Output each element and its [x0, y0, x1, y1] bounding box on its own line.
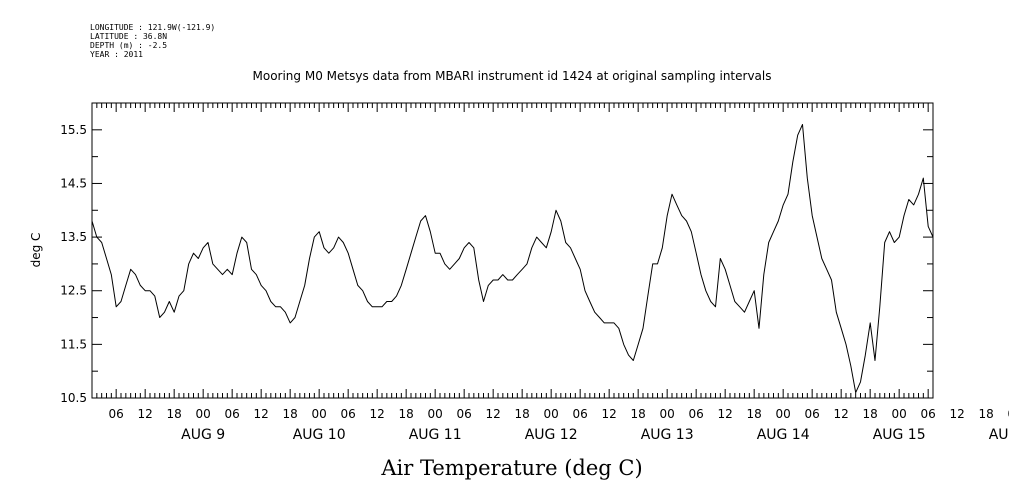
x-tick-label: 18	[631, 407, 646, 421]
x-day-label: AUG 14	[757, 427, 810, 443]
y-tick-label: 11.5	[60, 337, 87, 351]
x-day-label: AUG 11	[409, 427, 462, 443]
x-tick-label: 06	[805, 407, 820, 421]
x-day-label: AUG 15	[873, 427, 926, 443]
y-tick-label: 13.5	[60, 230, 87, 244]
x-tick-label: 00	[776, 407, 791, 421]
x-tick-label: 00	[1008, 407, 1009, 421]
x-tick-label: 06	[573, 407, 588, 421]
x-tick-label: 06	[109, 407, 124, 421]
x-tick-label: 00	[892, 407, 907, 421]
x-tick-label: 00	[544, 407, 559, 421]
y-axis: 10.5 11.5 12.5 13.5 14.5 15.5	[60, 102, 933, 405]
x-tick-label: 00	[428, 407, 443, 421]
x-tick-label: 12	[486, 407, 501, 421]
x-tick-label: 00	[660, 407, 675, 421]
x-tick-label: 18	[283, 407, 298, 421]
chart-title: Mooring M0 Metsys data from MBARI instru…	[253, 69, 772, 83]
x-day-label: AUG 10	[293, 427, 346, 443]
x-tick-label: 06	[341, 407, 356, 421]
x-tick-label: 00	[312, 407, 327, 421]
x-tick-label: 06	[457, 407, 472, 421]
y-axis-label: deg C	[29, 233, 43, 268]
x-tick-label: 18	[747, 407, 762, 421]
x-tick-label: 12	[950, 407, 965, 421]
plot-area	[91, 124, 934, 394]
series-line-air-temperature	[91, 124, 934, 394]
x-day-label: AUG 13	[641, 427, 694, 443]
x-tick-label: 06	[225, 407, 240, 421]
y-tick-label: 12.5	[60, 284, 87, 298]
x-tick-label: 06	[921, 407, 936, 421]
x-tick-label: 12	[370, 407, 385, 421]
latitude-label: LATITUDE : 36.8N	[90, 32, 167, 41]
x-tick-label: 12	[602, 407, 617, 421]
longitude-label: LONGITUDE : 121.9W(-121.9)	[90, 23, 215, 32]
x-tick-label: 18	[399, 407, 414, 421]
y-tick-label: 15.5	[60, 123, 87, 137]
x-tick-label: 00	[196, 407, 211, 421]
plot-frame	[91, 102, 934, 399]
x-tick-label: 18	[863, 407, 878, 421]
year-label: YEAR : 2011	[90, 50, 143, 59]
x-tick-label: 12	[254, 407, 269, 421]
y-tick-label: 14.5	[60, 176, 87, 190]
x-axis: 06 12 18 00 06 12 18 00 06 12 18 00 06 12 18 00 06 12 18 00…	[91, 103, 1009, 443]
x-day-label: AUG 9	[181, 427, 225, 443]
x-tick-label: 18	[979, 407, 994, 421]
x-day-label: AUG 12	[525, 427, 578, 443]
x-axis-label: Air Temperature (deg C)	[380, 456, 642, 480]
x-tick-label: 12	[718, 407, 733, 421]
y-tick-label: 10.5	[60, 391, 87, 405]
x-tick-label: 12	[834, 407, 849, 421]
x-tick-label: 06	[689, 407, 704, 421]
x-tick-label: 18	[167, 407, 182, 421]
x-day-label: AUG 16	[989, 427, 1009, 443]
x-tick-label: 12	[138, 407, 153, 421]
x-tick-label: 18	[515, 407, 530, 421]
depth-label: DEPTH (m) : -2.5	[90, 41, 167, 50]
